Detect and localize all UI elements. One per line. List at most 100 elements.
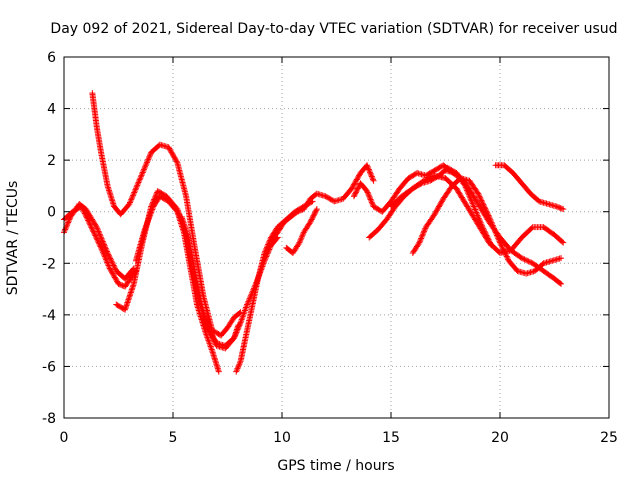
data-point	[152, 192, 159, 199]
data-point	[111, 265, 118, 272]
data-point	[137, 175, 144, 182]
data-point	[307, 217, 314, 224]
series-arc-c	[89, 90, 244, 339]
data-point	[100, 239, 107, 246]
data-point	[236, 359, 243, 366]
data-point	[141, 226, 148, 233]
data-point	[173, 158, 180, 165]
data-point	[101, 253, 108, 260]
data-point	[207, 328, 214, 335]
x-tick-label: 5	[169, 430, 178, 446]
data-point	[105, 251, 112, 258]
data-point	[473, 209, 480, 216]
data-point	[232, 332, 239, 339]
data-point	[132, 186, 139, 193]
data-point	[521, 256, 528, 263]
data-point	[300, 230, 307, 237]
data-point	[131, 188, 138, 195]
data-point	[133, 183, 140, 190]
data-point	[87, 222, 94, 229]
data-point	[535, 197, 542, 204]
data-point	[501, 247, 508, 254]
data-point	[209, 332, 216, 339]
data-point	[105, 252, 112, 259]
data-point	[468, 197, 475, 204]
data-point	[434, 206, 441, 213]
data-point	[354, 186, 361, 193]
data-point	[416, 238, 423, 245]
x-tick-label: 20	[491, 430, 509, 446]
data-point	[87, 221, 94, 228]
data-point	[499, 245, 506, 252]
data-point	[365, 192, 372, 199]
data-point	[81, 210, 88, 217]
data-point	[350, 181, 357, 188]
data-point	[86, 220, 93, 227]
data-point	[470, 202, 477, 209]
data-point	[428, 173, 435, 180]
data-point	[173, 207, 180, 214]
data-point	[437, 200, 444, 207]
data-point	[352, 179, 359, 186]
data-point	[244, 301, 251, 308]
data-point	[145, 216, 152, 223]
data-point	[143, 160, 150, 167]
data-point	[166, 145, 173, 152]
data-point	[144, 158, 151, 165]
data-point	[80, 207, 87, 214]
data-point	[85, 217, 92, 224]
data-point	[353, 177, 360, 184]
data-point	[65, 219, 72, 226]
data-point	[142, 225, 149, 232]
data-point	[91, 231, 98, 238]
data-point	[419, 231, 426, 238]
data-point	[504, 254, 511, 261]
data-point	[91, 229, 98, 236]
data-point	[476, 193, 483, 200]
data-point	[165, 144, 172, 151]
data-point	[233, 329, 240, 336]
data-point	[85, 218, 92, 225]
data-point	[204, 324, 211, 331]
data-point	[311, 210, 318, 217]
data-point	[64, 220, 71, 227]
data-point	[364, 162, 371, 169]
data-point	[422, 225, 429, 232]
data-point	[480, 201, 487, 208]
data-point	[368, 173, 375, 180]
data-point	[131, 189, 138, 196]
data-point	[525, 258, 532, 265]
data-point	[234, 326, 241, 333]
data-point	[503, 253, 510, 260]
data-point	[148, 207, 155, 214]
data-point	[479, 200, 486, 207]
data-point	[470, 203, 477, 210]
data-point	[435, 204, 442, 211]
data-point	[366, 169, 373, 176]
data-point	[133, 185, 140, 192]
data-point	[351, 180, 358, 187]
data-point	[97, 234, 104, 241]
y-tick-label: 0	[47, 205, 56, 221]
data-point	[101, 252, 108, 259]
data-point	[236, 361, 243, 368]
series-arc-a	[61, 200, 137, 282]
data-point	[109, 270, 116, 277]
data-point	[109, 259, 116, 266]
data-point	[415, 240, 422, 247]
data-point	[98, 244, 105, 251]
data-point	[559, 238, 566, 245]
data-point	[169, 150, 176, 157]
data-point	[63, 222, 70, 229]
data-point	[294, 208, 301, 215]
data-point	[438, 199, 445, 206]
data-point	[350, 193, 357, 200]
data-point	[423, 176, 430, 183]
data-point	[65, 218, 72, 225]
data-point	[135, 179, 142, 186]
data-point	[311, 211, 318, 218]
data-point	[97, 243, 104, 250]
x-tick-label: 15	[382, 430, 400, 446]
data-point	[432, 210, 439, 217]
data-point	[421, 226, 428, 233]
